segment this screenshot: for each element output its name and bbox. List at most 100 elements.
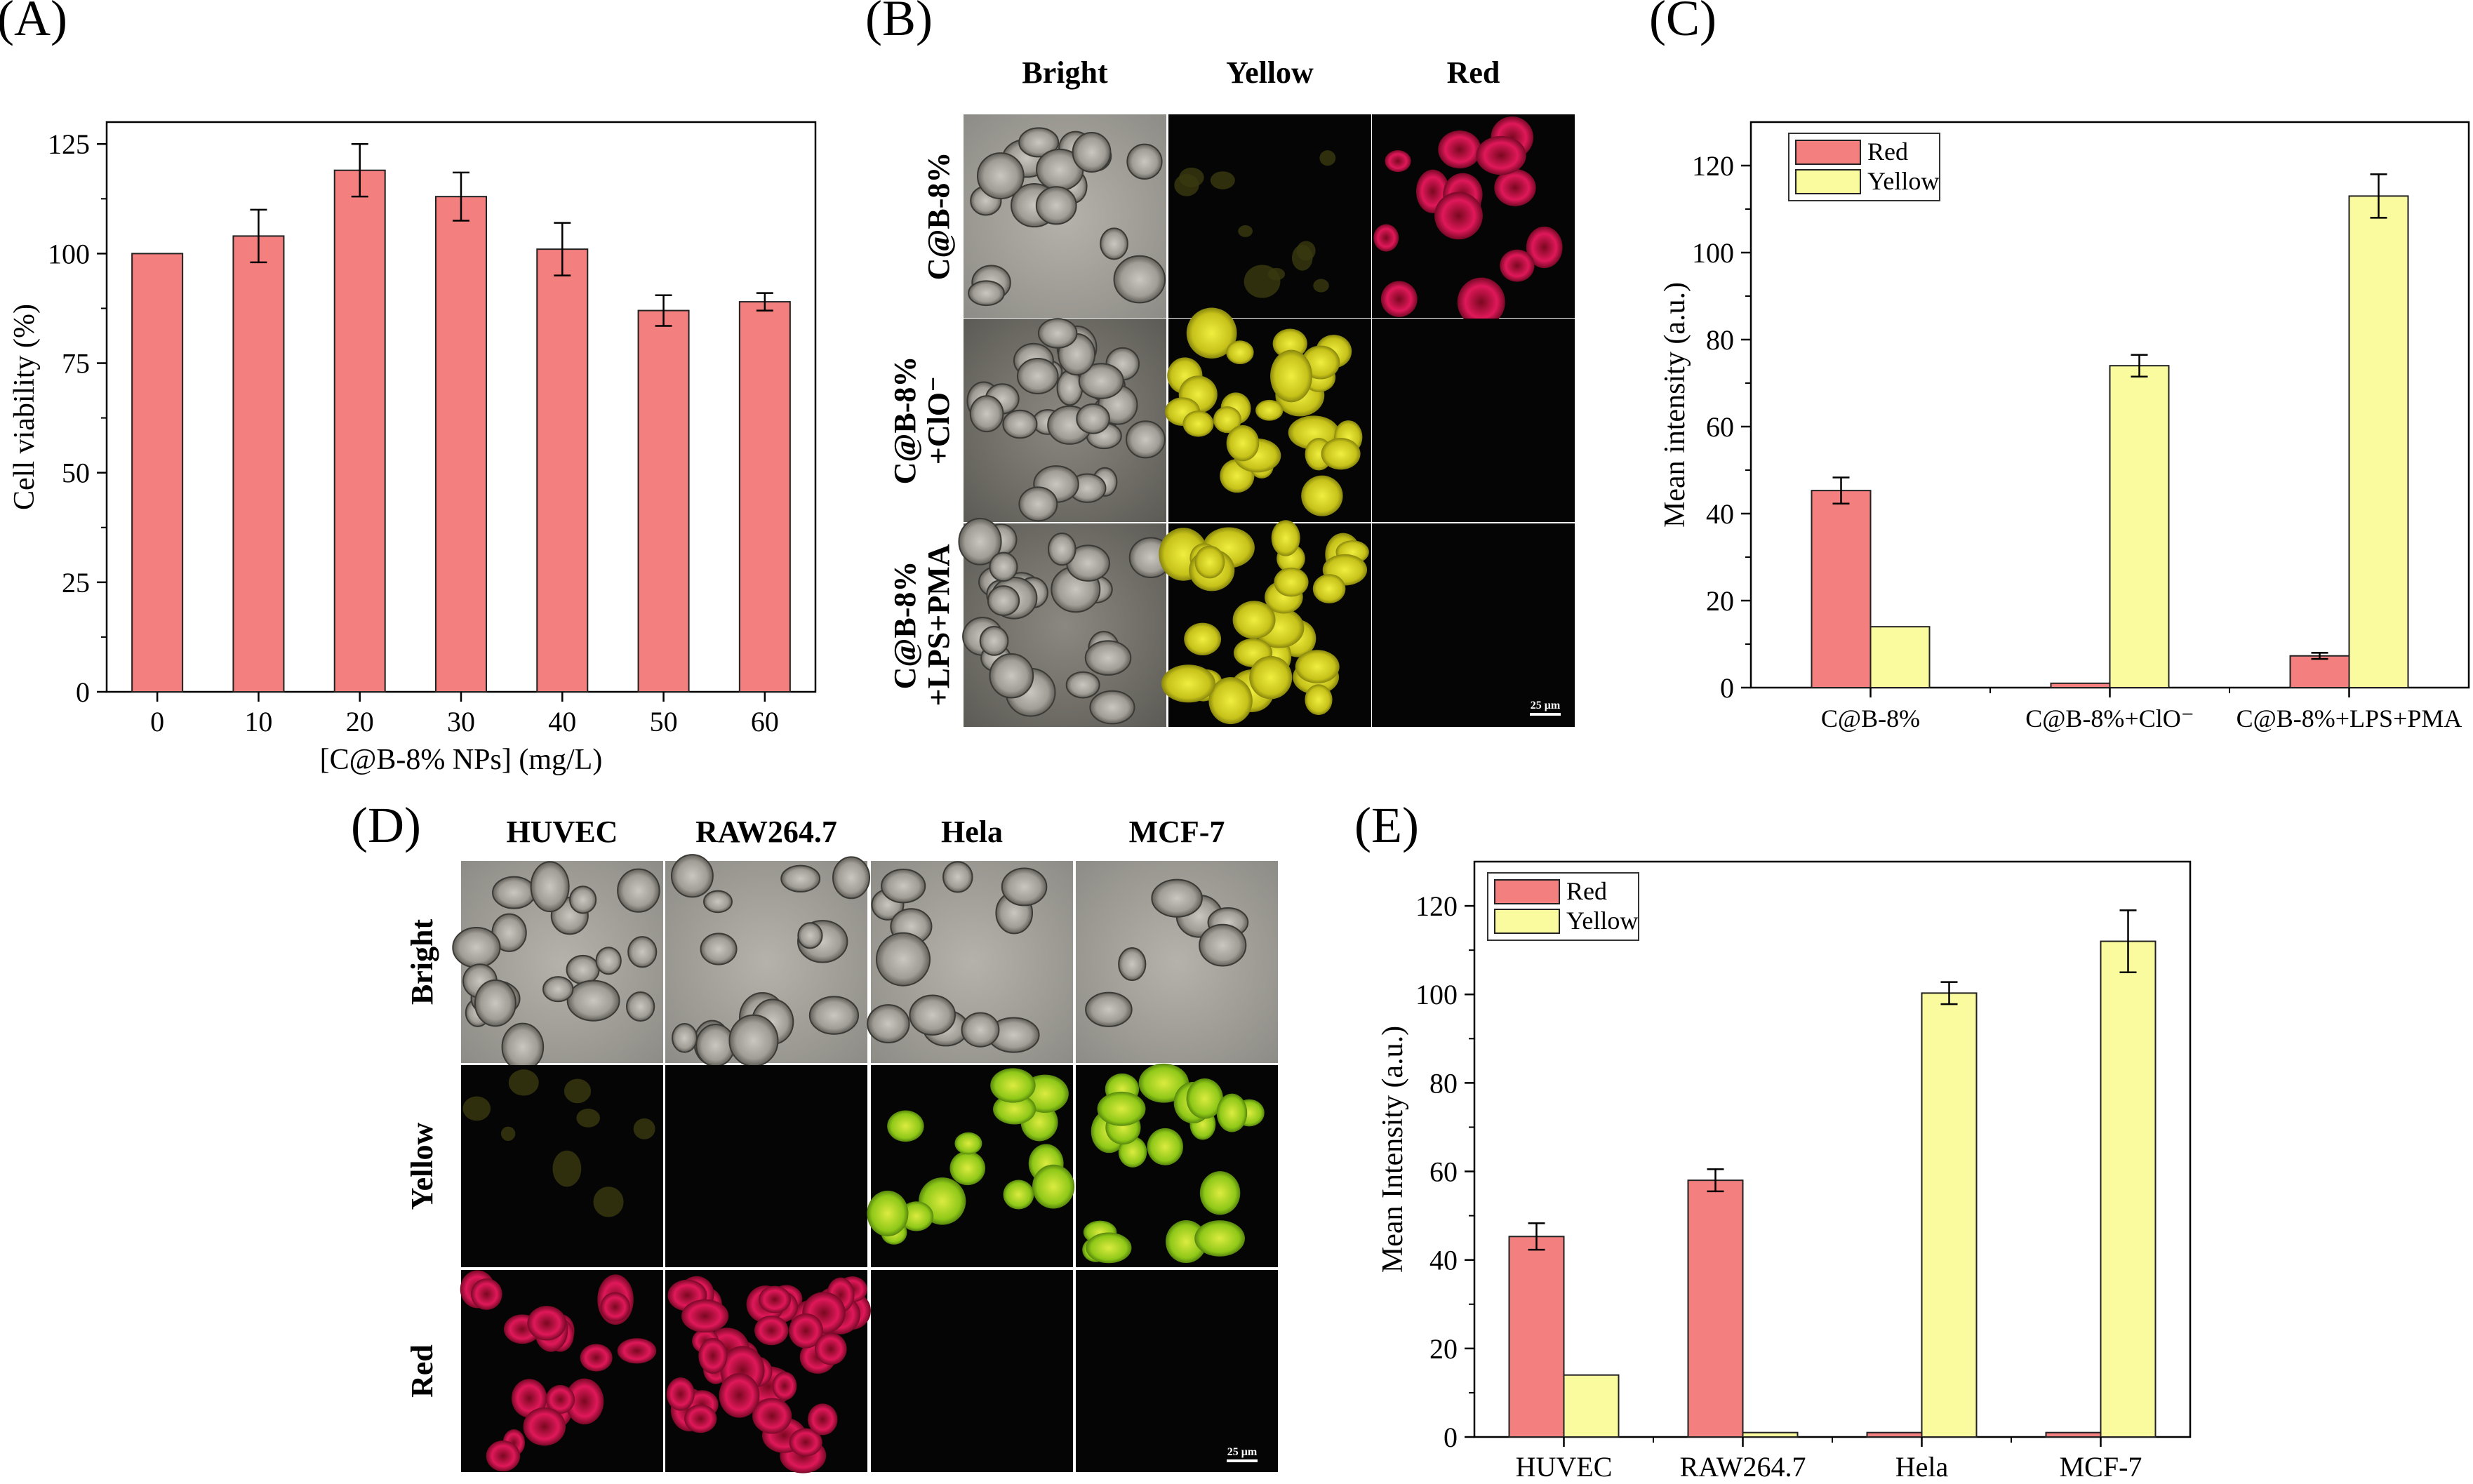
y-axis-label: Mean intensity (a.u.) — [1659, 282, 1691, 528]
column-header: MCF-7 — [1129, 815, 1225, 849]
cell — [797, 922, 823, 949]
cell — [1208, 677, 1253, 725]
y-tick-label: 0 — [1444, 1422, 1458, 1453]
row-header: C@B-8% — [888, 561, 922, 690]
cell — [954, 1132, 982, 1155]
x-tick-label: RAW264.7 — [1679, 1451, 1806, 1483]
x-tick-label: HUVEC — [1516, 1451, 1613, 1483]
cell — [989, 653, 1034, 699]
cell — [1494, 169, 1536, 206]
legend-label: Red — [1566, 877, 1607, 905]
column-header: HUVEC — [507, 815, 618, 849]
cell — [1151, 878, 1203, 918]
cell — [958, 518, 1002, 566]
cell — [1035, 186, 1077, 225]
cell — [1274, 567, 1309, 597]
cell — [1089, 690, 1135, 725]
row-header: Bright — [405, 919, 439, 1005]
cell — [867, 1004, 910, 1043]
x-tick-label: 60 — [751, 706, 779, 737]
chart-a: 0 25 50 75 100 125 0 10 20 30 40 50 60 [C@B-8% NPs] (… — [8, 121, 817, 776]
legend-swatch — [1795, 169, 1861, 194]
cell — [1126, 143, 1163, 180]
y-tick-label: 125 — [48, 128, 90, 160]
cell — [942, 861, 973, 893]
row-header: C@B-8% — [921, 152, 956, 281]
cell — [1084, 640, 1132, 676]
cell — [1186, 1078, 1223, 1119]
x-tick-label: 30 — [447, 706, 475, 737]
panel-label-a: (A) — [0, 0, 67, 46]
cell — [1118, 947, 1147, 982]
cell — [1312, 574, 1346, 603]
cell — [875, 932, 931, 987]
cell — [1255, 399, 1284, 421]
cell — [1226, 425, 1260, 462]
cell — [1210, 171, 1235, 189]
y-tick-label: 80 — [1706, 324, 1734, 356]
x-tick-label: 40 — [548, 706, 576, 737]
cell — [1296, 241, 1316, 261]
y-tick-label: 120 — [1692, 150, 1734, 182]
bar — [232, 235, 285, 693]
cell — [1065, 671, 1100, 699]
row-header: C@B-8% — [888, 356, 922, 485]
cell — [1213, 406, 1241, 434]
legend-label: Yellow — [1867, 167, 1939, 195]
cell — [527, 1306, 566, 1341]
legend-swatch — [1795, 140, 1861, 165]
cell — [627, 936, 658, 968]
cell — [780, 864, 821, 893]
cell — [566, 954, 600, 985]
bar — [2289, 655, 2350, 688]
cell — [1476, 135, 1526, 175]
bar — [131, 253, 184, 693]
cell — [719, 1372, 760, 1418]
cell — [772, 1371, 797, 1401]
cell — [1373, 224, 1399, 252]
cell — [1270, 349, 1313, 403]
cell — [1001, 867, 1048, 907]
cell — [909, 994, 956, 1036]
cell — [501, 1022, 545, 1071]
micrograph-tile — [1076, 1270, 1278, 1472]
cell — [808, 996, 860, 1035]
x-axis-label: [C@B-8% NPs] (mg/L) — [320, 744, 603, 776]
cell — [968, 280, 1005, 307]
x-tick-label: 50 — [650, 706, 678, 737]
cell — [695, 1024, 735, 1067]
cell — [1457, 277, 1505, 327]
y-tick-label: 40 — [1429, 1245, 1458, 1276]
cell — [1147, 1128, 1183, 1165]
cell — [1271, 520, 1300, 556]
cell — [989, 552, 1018, 582]
y-tick-label: 100 — [48, 238, 90, 269]
cell — [979, 626, 1009, 656]
cell — [1295, 650, 1340, 683]
x-tick-label: 10 — [244, 706, 272, 737]
cell — [1267, 267, 1285, 281]
column-header: Yellow — [1226, 55, 1314, 90]
bar — [1742, 1431, 1799, 1438]
cell — [754, 1315, 789, 1346]
cell — [867, 1190, 909, 1237]
x-tick-label: 0 — [150, 706, 164, 737]
cell — [1249, 655, 1293, 700]
cell — [1226, 340, 1254, 365]
chart-e: 0 20 40 60 80 100 120 HUVEC RAW264.7 Hela MCF-7 Mea… — [1377, 860, 2192, 1483]
cell — [993, 1094, 1036, 1125]
cell — [595, 947, 622, 975]
cell — [752, 1398, 792, 1434]
micrograph-tile — [871, 1270, 1073, 1472]
cell — [681, 1299, 729, 1333]
y-tick-label: 120 — [1415, 890, 1458, 922]
chart-c: 0 20 40 60 80 100 120 C@B-8% C@B-8%+ClO⁻ C@B-8%+L… — [1659, 121, 2470, 733]
cell — [1113, 255, 1166, 304]
bar — [333, 169, 386, 693]
cell — [1076, 403, 1110, 434]
cell — [569, 885, 597, 914]
cell — [671, 854, 714, 898]
bar — [2050, 682, 2111, 688]
cell — [633, 1118, 655, 1139]
